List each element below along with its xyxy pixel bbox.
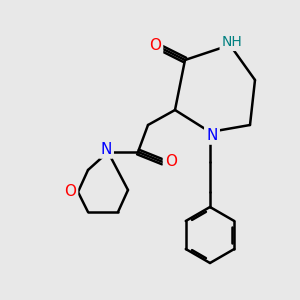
Text: N: N	[100, 142, 112, 157]
Text: O: O	[64, 184, 76, 200]
Text: NH: NH	[222, 35, 242, 49]
Text: N: N	[206, 128, 218, 142]
Text: O: O	[149, 38, 161, 52]
Text: O: O	[165, 154, 177, 169]
